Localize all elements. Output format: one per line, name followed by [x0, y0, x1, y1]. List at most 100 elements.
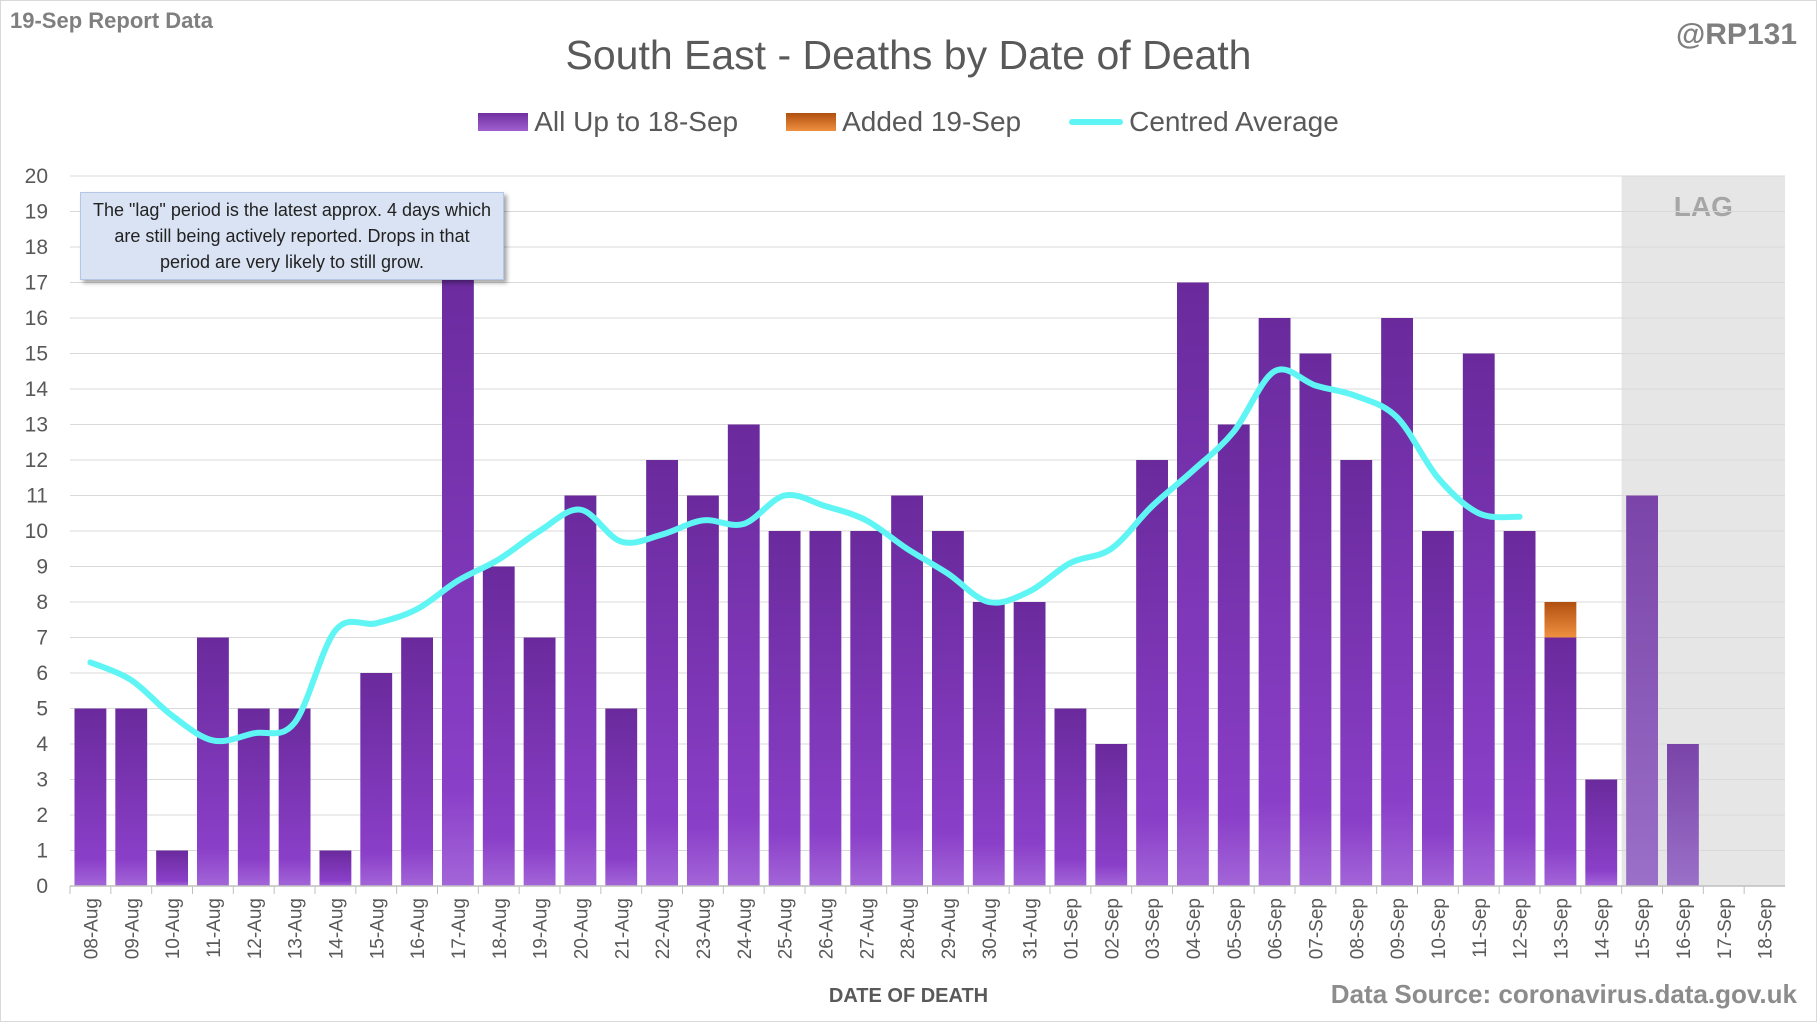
bar-existing	[1054, 708, 1087, 886]
x-tick-label: 14-Aug	[326, 898, 347, 959]
y-tick-label: 18	[25, 236, 48, 259]
x-tick-label: 31-Aug	[1021, 898, 1042, 959]
x-tick-label: 14-Sep	[1592, 898, 1613, 959]
bar-existing	[1585, 779, 1618, 886]
x-tick-label: 13-Sep	[1551, 898, 1572, 959]
y-tick-label: 1	[36, 840, 48, 863]
bar-existing	[482, 566, 515, 886]
x-tick-label: 10-Aug	[163, 898, 184, 959]
x-tick-label: 29-Aug	[939, 898, 960, 959]
bar-existing	[196, 637, 229, 886]
bar-existing	[1666, 744, 1699, 886]
bar-existing	[891, 495, 924, 886]
bar-existing	[1462, 353, 1495, 886]
author-label: @RP131	[1676, 18, 1797, 51]
bar-existing	[1381, 318, 1414, 886]
bar-existing	[931, 531, 964, 886]
bar-existing	[401, 637, 434, 886]
y-tick-label: 9	[36, 556, 48, 579]
x-tick-label: 03-Sep	[1143, 898, 1164, 959]
x-tick-label: 28-Aug	[898, 898, 919, 959]
x-tick-label: 27-Aug	[857, 898, 878, 959]
x-tick-label: 15-Aug	[367, 898, 388, 959]
y-tick-label: 14	[25, 378, 49, 401]
bar-existing	[1136, 460, 1169, 886]
x-tick-label: 16-Aug	[408, 898, 429, 959]
legend-swatch-added	[786, 113, 837, 131]
legend-item-added: Added 19-Sep	[786, 106, 1021, 138]
bar-existing	[1217, 424, 1250, 886]
bar-existing	[850, 531, 883, 886]
bar-existing	[809, 531, 842, 886]
bar-existing	[646, 460, 679, 886]
x-tick-label: 21-Aug	[612, 898, 633, 959]
bar-existing	[156, 850, 189, 886]
x-tick-label: 13-Aug	[286, 898, 307, 959]
y-tick-label: 15	[25, 343, 48, 366]
bar-existing	[605, 708, 638, 886]
chart-title: South East - Deaths by Date of Death	[565, 32, 1252, 78]
bar-existing	[278, 708, 311, 886]
x-tick-label: 23-Aug	[694, 898, 715, 959]
x-tick-label: 15-Sep	[1633, 898, 1654, 959]
x-tick-label: 02-Sep	[1102, 898, 1123, 959]
bar-existing	[1421, 531, 1454, 886]
bar-existing	[1503, 531, 1536, 886]
legend-swatch-existing	[478, 113, 529, 131]
y-tick-label: 5	[36, 698, 48, 721]
y-tick-label: 16	[25, 307, 48, 330]
x-axis-title: DATE OF DEATH	[828, 985, 989, 1007]
y-tick-label: 2	[36, 804, 48, 827]
x-tick-label: 18-Aug	[490, 898, 511, 959]
bar-existing	[1176, 282, 1209, 886]
x-tick-label: 01-Sep	[1061, 898, 1082, 959]
legend: All Up to 18-Sep Added 19-Sep Centred Av…	[0, 106, 1817, 138]
x-tick-label: 26-Aug	[816, 898, 837, 959]
x-tick-label: 05-Sep	[1225, 898, 1246, 959]
legend-item-average: Centred Average	[1069, 106, 1339, 138]
y-tick-label: 4	[36, 733, 48, 756]
bar-existing	[523, 637, 556, 886]
x-tick-label: 12-Sep	[1511, 898, 1532, 959]
x-tick-label: 11-Sep	[1470, 898, 1491, 958]
legend-label-added: Added 19-Sep	[842, 106, 1022, 137]
bar-existing	[319, 850, 352, 886]
x-tick-label: 22-Aug	[653, 898, 674, 959]
x-tick-label: 04-Sep	[1184, 898, 1205, 959]
legend-label-average: Centred Average	[1129, 106, 1339, 137]
y-tick-label: 19	[25, 201, 48, 224]
bar-existing	[1299, 353, 1332, 886]
bar-existing	[1095, 744, 1128, 886]
bar-existing	[1258, 318, 1291, 886]
y-tick-label: 10	[25, 520, 48, 543]
x-tick-label: 16-Sep	[1674, 898, 1695, 959]
x-tick-label: 17-Aug	[449, 898, 470, 959]
y-tick-label: 7	[36, 627, 48, 650]
bar-added	[1544, 602, 1577, 638]
bar-existing	[972, 602, 1005, 886]
data-source: Data Source: coronavirus.data.gov.uk	[1330, 979, 1797, 1009]
y-tick-label: 6	[36, 662, 48, 685]
y-tick-label: 8	[36, 591, 48, 614]
y-tick-label: 17	[25, 272, 48, 295]
bar-existing	[564, 495, 597, 886]
bar-existing	[686, 495, 719, 886]
x-tick-label: 11-Aug	[204, 898, 225, 958]
x-tick-label: 19-Aug	[531, 898, 552, 959]
x-tick-label: 06-Sep	[1266, 898, 1287, 959]
bar-existing	[1544, 637, 1577, 886]
y-tick-label: 20	[25, 165, 48, 188]
lag-label: LAG	[1674, 191, 1733, 222]
bar-existing	[1626, 495, 1659, 886]
x-tick-label: 24-Aug	[735, 898, 756, 959]
x-tick-label: 12-Aug	[245, 898, 266, 959]
y-tick-label: 11	[26, 485, 48, 508]
lag-note: The "lag" period is the latest approx. 4…	[80, 192, 504, 280]
bar-existing	[360, 673, 393, 886]
x-tick-label: 09-Aug	[122, 898, 143, 959]
x-tick-label: 30-Aug	[980, 898, 1001, 959]
x-tick-label: 17-Sep	[1715, 898, 1736, 959]
y-tick-label: 0	[36, 875, 48, 898]
bar-existing	[1340, 460, 1373, 886]
